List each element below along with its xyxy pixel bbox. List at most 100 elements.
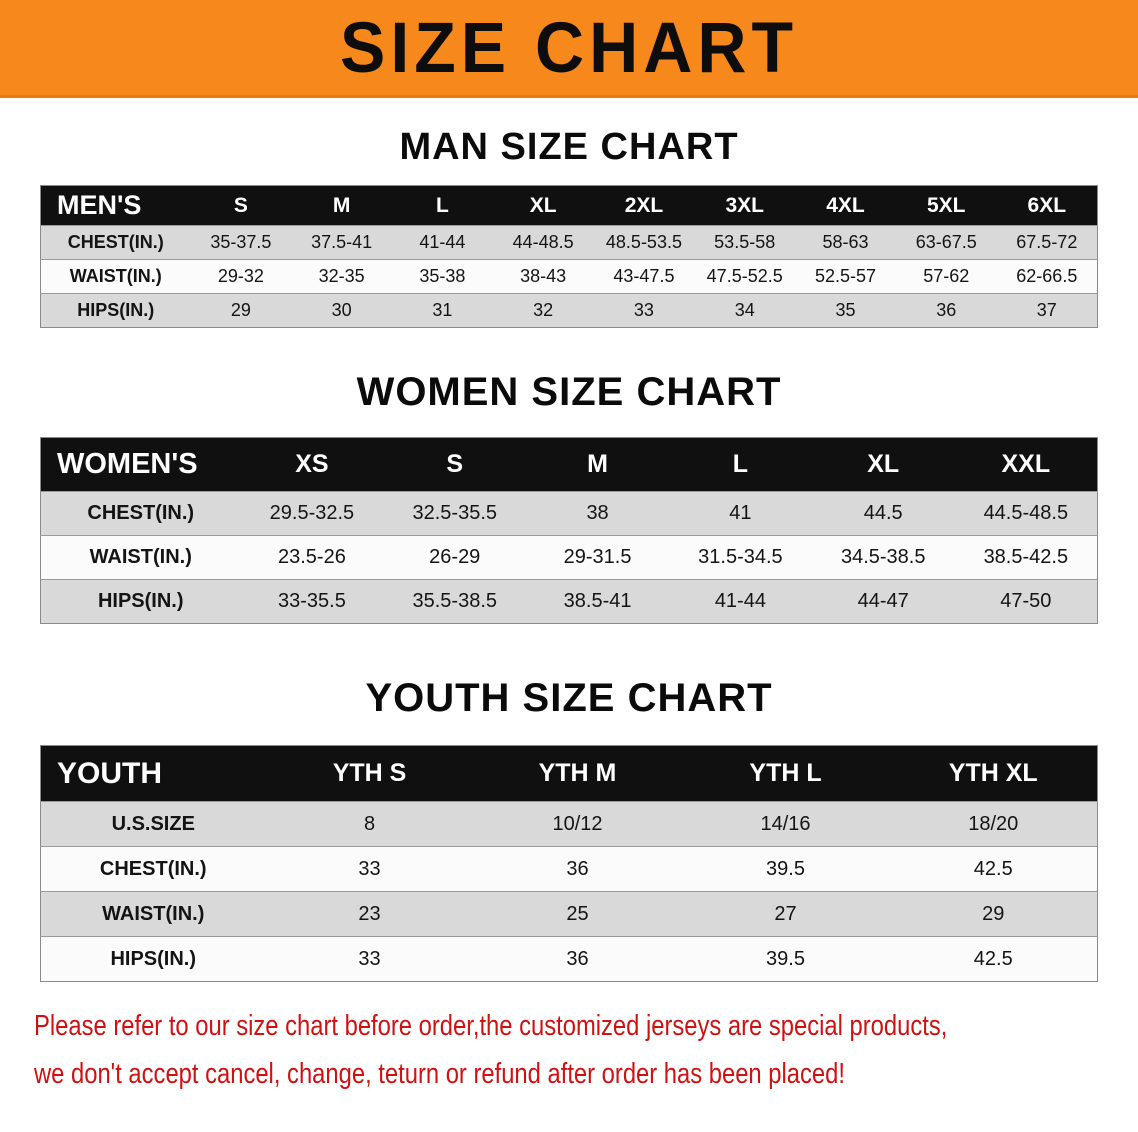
size-value-cell: 33 xyxy=(265,846,474,892)
notice-line-1: Please refer to our size chart before or… xyxy=(34,1010,948,1042)
size-value-cell: 35.5-38.5 xyxy=(383,579,527,624)
measurement-row-label: HIPS(IN.) xyxy=(40,579,241,624)
measurement-row: HIPS(IN.) 33-35.5 35.5-38.5 38.5-41 41-44 44-… xyxy=(40,579,1098,624)
size-column-header: S xyxy=(383,437,527,492)
size-column-header: M xyxy=(526,437,669,492)
measurement-row: CHEST(IN.) 29.5-32.5 32.5-35.5 38 41 44.5 44.5… xyxy=(40,491,1098,536)
size-value-cell: 30 xyxy=(291,293,393,328)
size-column-header: S xyxy=(190,185,292,226)
size-value-cell: 31 xyxy=(392,293,493,328)
size-value-cell: 37.5-41 xyxy=(291,225,393,260)
size-value-cell: 18/20 xyxy=(889,801,1098,847)
size-column-header: YTH M xyxy=(473,745,682,802)
men-size-table: MEN'S S M L XL 2XL 3XL 4XL 5XL 6XL CHEST(IN.) 35-3… xyxy=(40,185,1098,328)
measurement-row-label: HIPS(IN.) xyxy=(40,936,266,982)
table-corner-label: MEN'S xyxy=(40,185,191,226)
size-value-cell: 35 xyxy=(795,293,896,328)
size-column-header: XXL xyxy=(954,437,1098,492)
size-value-cell: 48.5-53.5 xyxy=(593,225,695,260)
women-size-chart-section: WOMEN SIZE CHART WOMEN'S XS S M L XL XXL CHEST… xyxy=(0,370,1138,624)
table-header-row: WOMEN'S XS S M L XL XXL xyxy=(40,437,1098,492)
size-value-cell: 47.5-52.5 xyxy=(694,259,796,294)
measurement-row-label: WAIST(IN.) xyxy=(40,891,266,937)
size-value-cell: 32 xyxy=(492,293,594,328)
size-value-cell: 39.5 xyxy=(681,846,890,892)
order-policy-notice: Please refer to our size chart before or… xyxy=(0,982,1138,1093)
size-column-header: 2XL xyxy=(593,185,695,226)
size-value-cell: 37 xyxy=(996,293,1098,328)
size-value-cell: 31.5-34.5 xyxy=(668,535,812,580)
size-value-cell: 44-48.5 xyxy=(492,225,594,260)
size-column-header: YTH XL xyxy=(889,745,1098,802)
page-title: SIZE CHART xyxy=(340,7,798,88)
size-value-cell: 38-43 xyxy=(492,259,594,294)
size-value-cell: 47-50 xyxy=(954,579,1098,624)
size-value-cell: 42.5 xyxy=(889,936,1098,982)
size-column-header: 6XL xyxy=(996,185,1098,226)
size-value-cell: 62-66.5 xyxy=(996,259,1098,294)
size-value-cell: 10/12 xyxy=(473,801,682,847)
measurement-row-label: CHEST(IN.) xyxy=(40,846,266,892)
title-banner: SIZE CHART xyxy=(0,0,1138,98)
size-value-cell: 41 xyxy=(668,491,812,536)
measurement-row-label: WAIST(IN.) xyxy=(40,535,241,580)
size-column-header: 4XL xyxy=(795,185,896,226)
size-value-cell: 29-31.5 xyxy=(526,535,669,580)
table-corner-label: WOMEN'S xyxy=(40,437,241,492)
youth-section-heading: YOUTH SIZE CHART xyxy=(365,676,773,720)
size-value-cell: 25 xyxy=(473,891,682,937)
size-column-header: XL xyxy=(811,437,955,492)
size-value-cell: 32.5-35.5 xyxy=(383,491,527,536)
size-column-header: 3XL xyxy=(694,185,796,226)
size-value-cell: 26-29 xyxy=(383,535,527,580)
size-value-cell: 35-38 xyxy=(392,259,493,294)
measurement-row: WAIST(IN.) 23.5-26 26-29 29-31.5 31.5-34.5 34… xyxy=(40,535,1098,580)
measurement-row: WAIST(IN.) 29-32 32-35 35-38 38-43 43-47.5 47.… xyxy=(40,259,1098,294)
size-column-header: XS xyxy=(240,437,384,492)
size-value-cell: 67.5-72 xyxy=(996,225,1098,260)
size-value-cell: 29 xyxy=(190,293,292,328)
size-column-header: YTH S xyxy=(265,745,474,802)
size-value-cell: 14/16 xyxy=(681,801,890,847)
size-value-cell: 8 xyxy=(265,801,474,847)
table-header-row: YOUTH YTH S YTH M YTH L YTH XL xyxy=(40,745,1098,802)
size-value-cell: 27 xyxy=(681,891,890,937)
size-value-cell: 38.5-41 xyxy=(526,579,669,624)
measurement-row-label: U.S.SIZE xyxy=(40,801,266,847)
size-value-cell: 41-44 xyxy=(668,579,812,624)
size-value-cell: 52.5-57 xyxy=(795,259,896,294)
size-value-cell: 36 xyxy=(473,936,682,982)
notice-line-2: we don't accept cancel, change, teturn o… xyxy=(34,1057,845,1090)
men-section-heading: MAN SIZE CHART xyxy=(399,126,739,168)
size-value-cell: 36 xyxy=(895,293,997,328)
size-value-cell: 29.5-32.5 xyxy=(240,491,384,536)
size-value-cell: 36 xyxy=(473,846,682,892)
women-section-heading: WOMEN SIZE CHART xyxy=(356,370,782,414)
size-value-cell: 63-67.5 xyxy=(895,225,997,260)
size-value-cell: 32-35 xyxy=(291,259,393,294)
size-value-cell: 29 xyxy=(889,891,1098,937)
measurement-row-label: CHEST(IN.) xyxy=(40,491,241,536)
measurement-row: CHEST(IN.) 35-37.5 37.5-41 41-44 44-48.5 48.5… xyxy=(40,225,1098,260)
size-column-header: L xyxy=(668,437,812,492)
size-column-header: YTH L xyxy=(681,745,890,802)
table-corner-label: YOUTH xyxy=(40,745,266,802)
measurement-row: WAIST(IN.) 23 25 27 29 xyxy=(40,891,1098,937)
size-value-cell: 38 xyxy=(526,491,669,536)
size-value-cell: 43-47.5 xyxy=(593,259,695,294)
measurement-row-label: CHEST(IN.) xyxy=(40,225,191,260)
measurement-row-label: WAIST(IN.) xyxy=(40,259,191,294)
size-value-cell: 33 xyxy=(265,936,474,982)
measurement-row-label: HIPS(IN.) xyxy=(40,293,191,328)
size-value-cell: 53.5-58 xyxy=(694,225,796,260)
youth-size-table: YOUTH YTH S YTH M YTH L YTH XL U.S.SIZE 8 10/1… xyxy=(40,745,1098,982)
size-value-cell: 44.5-48.5 xyxy=(954,491,1098,536)
size-value-cell: 44.5 xyxy=(811,491,955,536)
size-value-cell: 44-47 xyxy=(811,579,955,624)
size-value-cell: 57-62 xyxy=(895,259,997,294)
size-value-cell: 41-44 xyxy=(392,225,493,260)
size-column-header: XL xyxy=(492,185,594,226)
size-value-cell: 58-63 xyxy=(795,225,896,260)
size-value-cell: 23 xyxy=(265,891,474,937)
